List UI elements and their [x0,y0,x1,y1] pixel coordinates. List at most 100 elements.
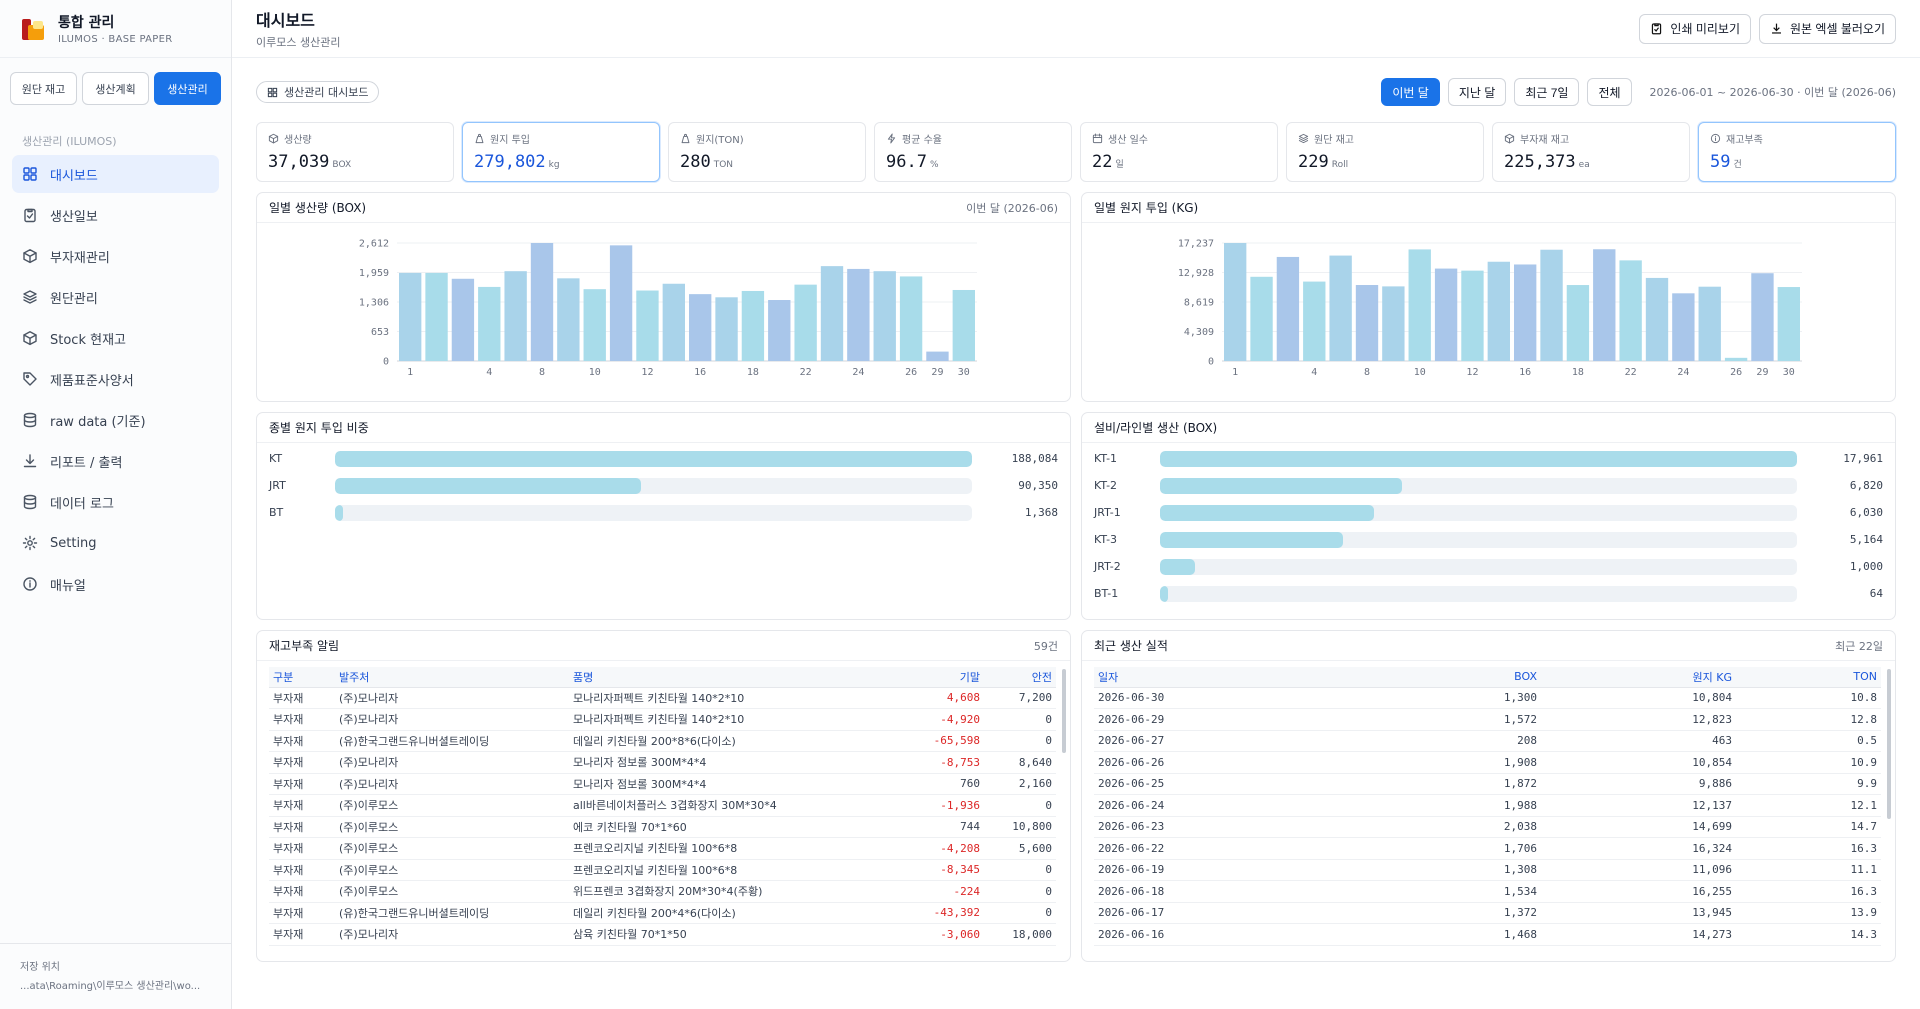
table-row[interactable]: 부자재 (주)이루모스 에코 키친타월 70*1*60 744 10,800 [269,816,1056,838]
chart-bar-day-25[interactable] [1698,286,1721,361]
chart-bar-day-19[interactable] [768,300,791,361]
table-row[interactable]: 2026-06-23 2,038 14,699 14.7 [1094,816,1881,838]
chart-bar-day-30[interactable] [1777,287,1800,361]
table-row[interactable]: 2026-06-25 1,872 9,886 9.9 [1094,773,1881,795]
kpi-card-1[interactable]: 원지 투입 279,802 kg [462,122,660,182]
table-row[interactable]: 부자재 (주)이루모스 프렌코오리지널 키친타월 100*6*8 -4,208 5,60… [269,837,1056,860]
sidebar-item-10[interactable]: 매뉴얼 [12,565,219,603]
chart-bar-day-17[interactable] [1540,249,1563,361]
mode-tab-2[interactable]: 생산관리 [154,72,221,105]
table-header[interactable]: 원지 KG [1541,667,1736,688]
chart-bar-day-12[interactable] [1461,270,1484,361]
kpi-card-6[interactable]: 부자재 재고 225,373 ea [1492,122,1690,182]
sidebar-item-2[interactable]: 부자재관리 [12,237,219,275]
kpi-card-5[interactable]: 원단 재고 229 Roll [1286,122,1484,182]
breadcrumb[interactable]: 생산관리 대시보드 [256,81,380,103]
chart-bar-day-30[interactable] [952,289,975,361]
chart-bar-day-24[interactable] [847,268,870,361]
table-row[interactable]: 2026-06-19 1,308 11,096 11.1 [1094,859,1881,881]
chart-bar-day-22[interactable] [794,284,817,361]
chart-bar-day-8[interactable] [530,243,554,361]
table-row[interactable]: 2026-06-24 1,988 12,137 12.1 [1094,794,1881,817]
table-row[interactable]: 부자재 (유)한국그랜드유니버셜트레이딩 데일리 키친타월 200*8*6(다이소)… [269,730,1056,752]
chart-bar-day-15[interactable] [1487,261,1510,361]
sidebar-item-0[interactable]: 대시보드 [12,155,219,193]
shortage-scrollbar[interactable] [1062,669,1066,753]
chart-bar-day-15[interactable] [662,283,685,361]
chart-bar-day-10[interactable] [583,289,606,361]
sidebar-item-1[interactable]: 생산일보 [12,196,219,234]
chart-bar-day-23[interactable] [820,266,844,361]
hbar-row[interactable]: JRT 90,350 [257,472,1070,499]
period-button-2[interactable]: 최근 7일 [1514,78,1580,106]
table-row[interactable]: 2026-06-27 208 463 0.5 [1094,730,1881,752]
chart-bar-day-11[interactable] [1434,268,1458,361]
table-header[interactable]: TON [1736,667,1881,688]
recent-scrollbar[interactable] [1887,669,1891,819]
chart-bar-day-4[interactable] [478,286,501,361]
hbar-row[interactable]: BT-1 64 [1082,580,1895,607]
table-row[interactable]: 부자재 (유)한국그랜드유니버셜트레이딩 데일리 키친타월 200*4*6(다이소)… [269,902,1056,924]
chart-bar-day-9[interactable] [1382,286,1405,361]
table-header[interactable]: 발주처 [335,667,569,688]
hbar-row[interactable]: KT-3 5,164 [1082,526,1895,553]
sidebar-item-9[interactable]: Setting [12,524,219,562]
chart-bar-day-1[interactable] [399,272,422,361]
sidebar-item-3[interactable]: 원단관리 [12,278,219,316]
chart-bar-day-3[interactable] [451,278,475,361]
sidebar-item-4[interactable]: Stock 현재고 [12,319,219,357]
mode-tab-0[interactable]: 원단 재고 [10,72,77,105]
chart-bar-day-3[interactable] [1276,256,1300,361]
period-button-0[interactable]: 이번 달 [1381,78,1440,106]
period-button-3[interactable]: 전체 [1587,78,1632,106]
table-row[interactable]: 2026-06-17 1,372 13,945 13.9 [1094,902,1881,924]
mode-tab-1[interactable]: 생산계획 [82,72,149,105]
table-row[interactable]: 2026-06-18 1,534 16,255 16.3 [1094,880,1881,903]
table-row[interactable]: 부자재 (주)모나리자 모나리자 점보롤 300M*4*4 760 2,160 [269,773,1056,795]
chart-bar-day-24[interactable] [1672,293,1695,361]
chart-bar-day-2[interactable] [1250,276,1273,361]
chart-bar-day-26[interactable] [1724,357,1748,361]
hbar-row[interactable]: KT-2 6,820 [1082,472,1895,499]
kpi-card-2[interactable]: 원지(TON) 280 TON [668,122,866,182]
chart-bar-day-22[interactable] [1619,260,1642,361]
load-excel-button[interactable]: 원본 엑셀 불러오기 [1759,13,1896,44]
table-row[interactable]: 2026-06-22 1,706 16,324 16.3 [1094,837,1881,860]
table-row[interactable]: 부자재 (주)모나리자 모나리자퍼펙트 키친타월 140*2*10 -4,920 0 [269,708,1056,731]
chart-bar-day-29[interactable] [1751,273,1774,361]
chart-bar-day-16[interactable] [689,294,712,361]
table-header[interactable]: 기말 [829,667,984,688]
kpi-card-7[interactable]: 재고부족 59 건 [1698,122,1896,182]
hbar-row[interactable]: KT 188,084 [257,445,1070,472]
sidebar-item-6[interactable]: raw data (기준) [12,401,219,439]
chart-bar-day-19[interactable] [1593,249,1616,361]
hbar-row[interactable]: JRT-2 1,000 [1082,553,1895,580]
chart-bar-day-16[interactable] [1514,264,1537,361]
kpi-card-0[interactable]: 생산량 37,039 BOX [256,122,454,182]
chart-bar-day-4[interactable] [1303,281,1326,361]
kpi-card-3[interactable]: 평균 수율 96.7% [874,122,1072,182]
chart-bar-day-10[interactable] [1408,249,1431,361]
chart-bar-day-29[interactable] [926,351,949,361]
chart-bar-day-12[interactable] [636,290,659,361]
table-header[interactable]: 품명 [569,667,829,688]
table-header[interactable]: 일자 [1094,667,1244,688]
table-row[interactable]: 부자재 (주)이루모스 프렌코오리지널 키친타월 100*6*8 -8,345 0 [269,859,1056,881]
chart-bar-day-8[interactable] [1355,285,1379,361]
chart-bar-day-5[interactable] [504,271,527,361]
hbar-row[interactable]: BT 1,368 [257,499,1070,526]
storage-path[interactable]: ...ata\Roaming\이루모스 생산관리\wo... [20,981,201,992]
chart-bar-day-11[interactable] [609,245,633,361]
kpi-card-4[interactable]: 생산 일수 22 일 [1080,122,1278,182]
table-row[interactable]: 부자재 (주)이루모스 all바른네이처플러스 3겹화장지 30M*30*4 -1,9… [269,794,1056,817]
table-row[interactable]: 2026-06-30 1,300 10,804 10.8 [1094,687,1881,709]
sidebar-item-8[interactable]: 데이터 로그 [12,483,219,521]
table-header[interactable]: BOX [1244,667,1541,688]
chart-bar-day-17[interactable] [715,297,738,361]
chart-bar-day-1[interactable] [1224,243,1247,361]
table-header[interactable]: 안전 [984,667,1056,688]
table-row[interactable]: 부자재 (주)모나리자 삼육 키친타월 70*1*50 -3,060 18,000 [269,923,1056,946]
sidebar-item-7[interactable]: 리포트 / 출력 [12,442,219,480]
chart-bar-day-9[interactable] [557,278,580,361]
chart-bar-day-2[interactable] [425,272,448,361]
